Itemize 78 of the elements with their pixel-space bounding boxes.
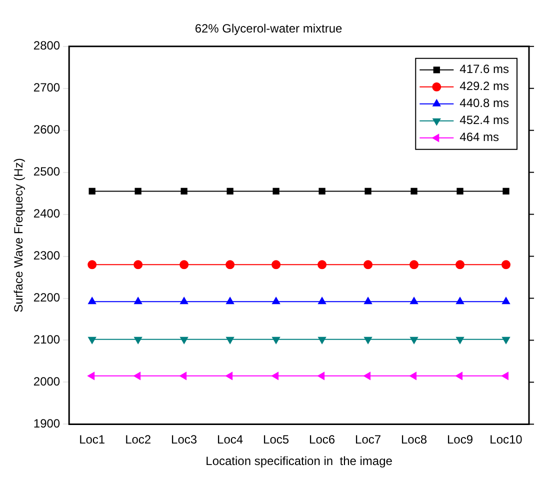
- point: [456, 188, 464, 195]
- legend-label: 440.8 ms: [460, 96, 509, 110]
- x-tick-label: Loc8: [401, 432, 428, 447]
- point: [502, 297, 510, 304]
- legend-label: 452.4 ms: [460, 113, 509, 128]
- point: [502, 260, 511, 270]
- y-tick-label: 2800: [33, 38, 60, 53]
- point: [456, 260, 465, 270]
- point: [410, 260, 419, 270]
- x-tick-label: Loc4: [217, 432, 244, 447]
- x-tick-label: Loc10: [490, 432, 523, 447]
- x-tick-label: Loc1: [79, 432, 106, 447]
- point: [88, 372, 95, 380]
- point: [502, 188, 510, 195]
- legend-label: 429.2 ms: [460, 79, 509, 94]
- point: [88, 336, 96, 344]
- point: [226, 372, 233, 380]
- point: [88, 297, 96, 304]
- point: [318, 188, 326, 195]
- point: [180, 336, 188, 344]
- point: [318, 336, 326, 344]
- point: [318, 260, 327, 270]
- y-tick-label: 2600: [33, 122, 60, 137]
- point: [180, 188, 188, 195]
- y-tick-label: 2500: [33, 164, 60, 179]
- x-tick-label: Loc9: [447, 432, 474, 447]
- y-tick-label: 2700: [33, 80, 60, 95]
- y-tick-label: 2400: [33, 206, 60, 221]
- point: [134, 372, 141, 380]
- x-tick-label: Loc3: [171, 432, 198, 447]
- point: [88, 260, 97, 270]
- chart-title: 62% Glycerol-water mixtrue: [194, 22, 343, 36]
- point: [410, 372, 417, 380]
- x-tick-label: Loc7: [355, 432, 382, 447]
- point: [272, 336, 280, 344]
- point: [226, 260, 235, 270]
- point: [180, 297, 188, 304]
- legend-label: 417.6 ms: [460, 62, 509, 76]
- point: [364, 297, 372, 304]
- point: [88, 188, 96, 195]
- point: [134, 336, 142, 344]
- point: [272, 188, 280, 195]
- point: [502, 336, 510, 344]
- point: [456, 297, 464, 304]
- point: [134, 260, 143, 270]
- point: [272, 372, 279, 380]
- y-tick-label: 2300: [33, 248, 60, 263]
- point: [364, 260, 373, 270]
- point: [502, 372, 509, 380]
- point: [456, 336, 464, 344]
- point: [364, 372, 371, 380]
- x-tick-label: Loc2: [125, 432, 152, 447]
- y-axis-title: Surface Wave Frequecy (Hz): [12, 158, 26, 312]
- y-tick-label: 1900: [33, 416, 60, 431]
- point: [226, 336, 234, 344]
- point: [364, 336, 372, 344]
- point: [410, 336, 418, 344]
- point: [456, 372, 463, 380]
- point: [134, 188, 142, 195]
- point: [180, 372, 187, 380]
- x-axis-title: Location specification in the image: [206, 454, 393, 468]
- y-tick-label: 2000: [33, 374, 60, 389]
- x-tick-label: Loc6: [309, 432, 336, 447]
- point: [318, 297, 326, 304]
- point: [226, 297, 234, 304]
- point: [134, 297, 142, 304]
- point: [410, 188, 418, 195]
- point: [410, 297, 418, 304]
- x-tick-label: Loc5: [263, 432, 290, 447]
- y-tick-label: 2200: [33, 290, 60, 305]
- point: [364, 188, 372, 195]
- point: [272, 260, 281, 270]
- point: [226, 188, 234, 195]
- y-tick-label: 2100: [33, 332, 60, 347]
- point: [180, 260, 189, 270]
- legend-label: 464 ms: [460, 130, 499, 144]
- point: [272, 297, 280, 304]
- point: [318, 372, 325, 380]
